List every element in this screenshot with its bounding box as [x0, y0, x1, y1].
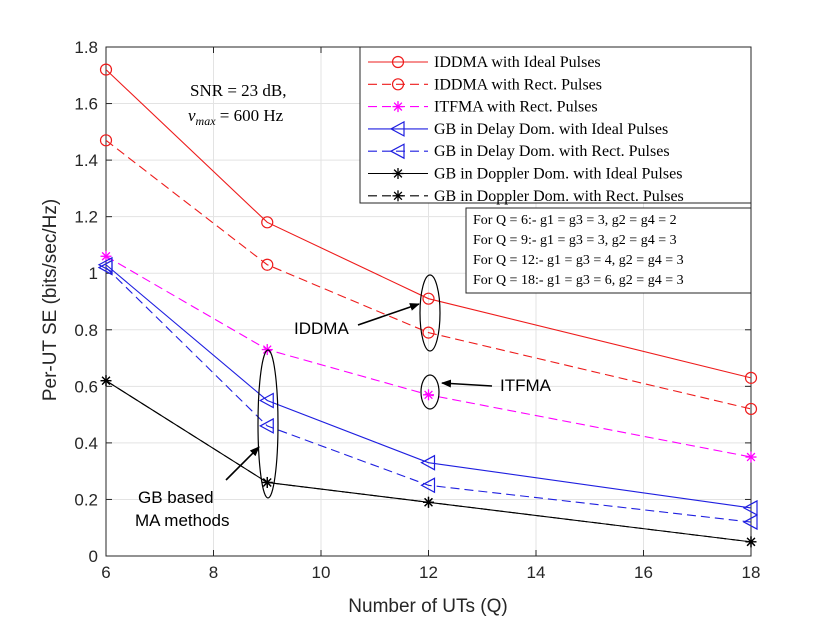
data-point-2-3	[745, 451, 757, 463]
legend-marker-2	[392, 101, 404, 113]
data-point-6-0	[100, 375, 112, 387]
y-tick-label: 0	[89, 547, 98, 566]
note-q12: For Q = 12:- g1 = g3 = 4, g2 = g4 = 3	[473, 253, 684, 268]
series-line-0	[105, 69, 752, 379]
data-point-1-1	[261, 258, 274, 271]
x-tick-label: 16	[634, 563, 653, 582]
legend-marker-4	[389, 143, 405, 160]
iddma-callout-label: IDDMA	[294, 319, 349, 338]
legend-label-2: ITFMA with Rect. Pulses	[434, 99, 598, 116]
data-point-2-2	[423, 389, 434, 401]
legend-marker-3	[389, 120, 405, 137]
y-axis-label: Per-UT SE (bits/sec/Hz)	[40, 199, 61, 401]
data-point-3-3	[742, 499, 758, 516]
snr-label: SNR = 23 dB,	[190, 81, 287, 100]
legend-marker-6	[392, 190, 404, 202]
gb-callout-ellipse	[257, 349, 279, 499]
x-tick-label: 6	[101, 563, 110, 582]
x-tick-label: 18	[742, 563, 761, 582]
y-tick-label: 1.8	[74, 38, 98, 57]
series-line-4	[105, 267, 752, 523]
data-point-2-0	[100, 250, 112, 262]
nu-value: = 600 Hz	[216, 106, 284, 125]
y-tick-label: 0.4	[74, 434, 98, 453]
itfma-callout-label: ITFMA	[500, 376, 552, 395]
nu-symbol: ν	[188, 106, 196, 125]
data-point-0-2	[422, 292, 435, 305]
legend-label-3: GB in Delay Dom. with Ideal Pulses	[434, 121, 668, 138]
x-axis-label: Number of UTs (Q)	[348, 596, 507, 617]
group-size-note-box: For Q = 6:- g1 = g3 = 3, g2 = g4 = 2 For…	[465, 207, 752, 294]
legend-marker-0	[391, 55, 405, 69]
data-point-0-1	[261, 216, 274, 229]
x-axis: 6 8 10 12 14 16 18	[101, 47, 760, 582]
series-line-3	[105, 264, 752, 509]
legend-label-5: GB in Doppler Dom. with Ideal Pulses	[434, 166, 682, 183]
data-point-0-0	[99, 63, 113, 76]
y-tick-label: 1.6	[74, 95, 98, 114]
y-tick-label: 0.8	[74, 321, 98, 340]
data-point-1-3	[744, 402, 758, 416]
gb-arrow	[225, 446, 260, 481]
data-point-4-0	[97, 259, 113, 276]
legend-label-4: GB in Delay Dom. with Rect. Pulses	[434, 143, 670, 160]
y-axis: 0 0.2 0.4 0.6 0.8 1 1.2 1.4 1.6 1.8	[74, 38, 751, 566]
gb-callout-label-line2: MA methods	[135, 511, 230, 530]
legend-marker-1	[391, 78, 405, 91]
legend-label-1: IDDMA with Rect. Pulses	[434, 76, 602, 93]
legend-label-6: GB in Doppler Dom. with Rect. Pulses	[434, 188, 684, 205]
x-tick-label: 12	[419, 563, 438, 582]
data-point-4-2	[420, 477, 436, 494]
nu-max-label: νmax = 600 Hz	[188, 106, 284, 128]
data-point-1-2	[422, 326, 435, 339]
data-point-0-3	[744, 371, 758, 384]
note-q6: For Q = 6:- g1 = g3 = 3, g2 = g4 = 2	[473, 213, 677, 228]
note-q9: For Q = 9:- g1 = g3 = 3, g2 = g4 = 3	[473, 233, 677, 248]
data-point-1-0	[99, 134, 113, 147]
y-tick-label: 1.2	[74, 208, 98, 227]
data-point-3-2	[420, 454, 436, 471]
legend: IDDMA with Ideal Pulses IDDMA with Rect. …	[359, 46, 752, 205]
y-tick-label: 1.4	[74, 151, 98, 170]
y-tick-label: 0.6	[74, 377, 98, 396]
data-point-6-2	[423, 496, 434, 508]
legend-label-0: IDDMA with Ideal Pulses	[434, 54, 601, 71]
iddma-callout-ellipse	[419, 274, 441, 352]
data-point-3-1	[258, 392, 274, 409]
y-tick-label: 0.2	[74, 490, 98, 509]
series-line-2	[105, 255, 752, 458]
x-tick-label: 14	[527, 563, 546, 582]
itfma-callout-ellipse	[420, 374, 440, 410]
itfma-arrow	[441, 379, 493, 388]
series-line-1	[105, 139, 752, 410]
y-tick-label: 1	[89, 264, 98, 283]
iddma-arrow	[357, 303, 420, 326]
series-group	[97, 63, 758, 548]
series-line-6	[105, 380, 752, 543]
x-tick-label: 10	[312, 563, 331, 582]
data-point-6-3	[745, 536, 757, 548]
gb-callout-label-line1: GB based	[138, 488, 214, 507]
legend-marker-5	[392, 168, 404, 179]
nu-subscript: max	[196, 114, 217, 128]
note-q18: For Q = 18:- g1 = g3 = 6, g2 = g4 = 3	[473, 273, 684, 288]
x-tick-label: 8	[209, 563, 218, 582]
data-point-4-3	[742, 514, 758, 531]
data-point-6-1	[261, 476, 273, 488]
data-point-4-1	[258, 417, 274, 434]
